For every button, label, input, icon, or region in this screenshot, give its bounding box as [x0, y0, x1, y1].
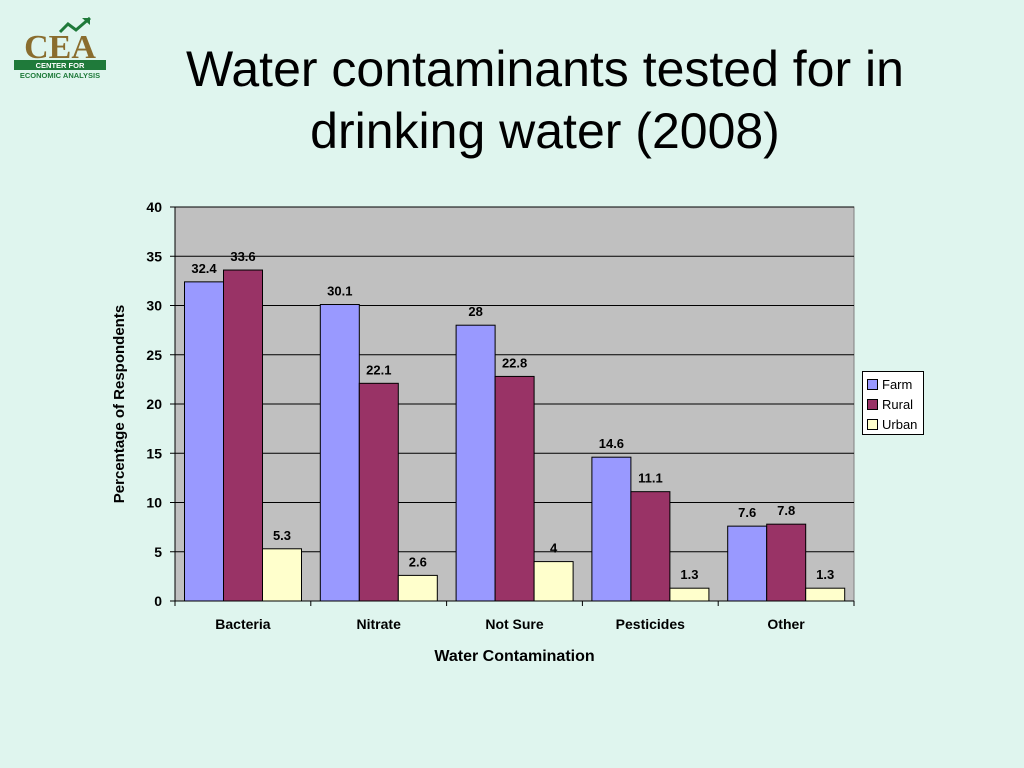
data-label: 22.1 [366, 362, 391, 377]
data-label: 7.6 [738, 505, 756, 520]
bar-farm [727, 525, 768, 602]
legend-swatch [867, 418, 878, 430]
growth-arrow-icon [58, 16, 91, 34]
legend: Farm Rural Urban [862, 371, 924, 435]
logo-line2: ECONOMIC ANALYSIS [20, 71, 100, 80]
data-label: 4 [550, 541, 558, 556]
logo-line1: CENTER FOR [36, 61, 85, 70]
data-label: 7.8 [777, 503, 795, 518]
y-tick-label: 10 [146, 495, 162, 511]
logo-main-text: CEA [24, 29, 96, 66]
data-label: 32.4 [191, 261, 217, 276]
page-title: Water contaminants tested for in drinkin… [186, 41, 904, 159]
y-tick-label: 35 [146, 248, 162, 264]
legend-swatch [867, 398, 878, 410]
bar-rural [766, 523, 807, 602]
x-tick-label: Pesticides [616, 616, 685, 632]
x-tick-label: Bacteria [215, 616, 270, 632]
y-tick-label: 25 [146, 347, 162, 363]
bar-urban [805, 587, 846, 602]
data-label: 11.1 [638, 471, 663, 486]
legend-item-urban: Urban [867, 414, 923, 434]
legend-label: Rural [882, 396, 914, 412]
legend-swatch [867, 378, 878, 390]
y-axis-label: Percentage of Respondents [111, 305, 128, 503]
bar-urban [669, 587, 710, 602]
data-label: 33.6 [230, 249, 255, 264]
bar-urban [533, 561, 574, 602]
legend-label: Farm [882, 376, 913, 392]
data-label: 1.3 [816, 567, 834, 582]
cea-logo: CEA CENTER FOR ECONOMIC ANALYSIS [10, 14, 110, 84]
bar-farm [455, 324, 496, 602]
data-label: 14.6 [599, 436, 624, 451]
y-tick-label: 40 [146, 199, 162, 215]
y-tick-label: 0 [154, 593, 162, 609]
y-tick-label: 30 [146, 298, 162, 314]
x-tick-label: Other [767, 616, 805, 632]
legend-item-rural: Rural [867, 394, 923, 414]
y-tick-label: 20 [146, 396, 162, 412]
bar-farm [319, 304, 360, 602]
bar-rural [494, 375, 535, 602]
bar-rural [630, 491, 671, 602]
y-tick-label: 5 [154, 544, 162, 560]
bar-rural [358, 382, 399, 602]
data-label: 5.3 [273, 528, 291, 543]
legend-label: Urban [882, 416, 918, 432]
data-label: 1.3 [680, 567, 698, 582]
legend-item-farm: Farm [867, 374, 923, 394]
bar-farm [184, 281, 224, 602]
x-axis-label: Water Contamination [434, 648, 594, 665]
bar-urban [262, 548, 302, 602]
bar-rural [223, 269, 263, 602]
data-label: 30.1 [327, 284, 352, 299]
y-tick-label: 15 [146, 445, 162, 461]
x-tick-label: Nitrate [357, 616, 402, 632]
bar-urban [397, 574, 438, 602]
x-tick-label: Not Sure [485, 616, 544, 632]
bar-farm [591, 456, 632, 602]
data-label: 22.8 [502, 355, 527, 370]
data-label: 28 [468, 304, 482, 319]
data-label: 2.6 [409, 554, 427, 569]
